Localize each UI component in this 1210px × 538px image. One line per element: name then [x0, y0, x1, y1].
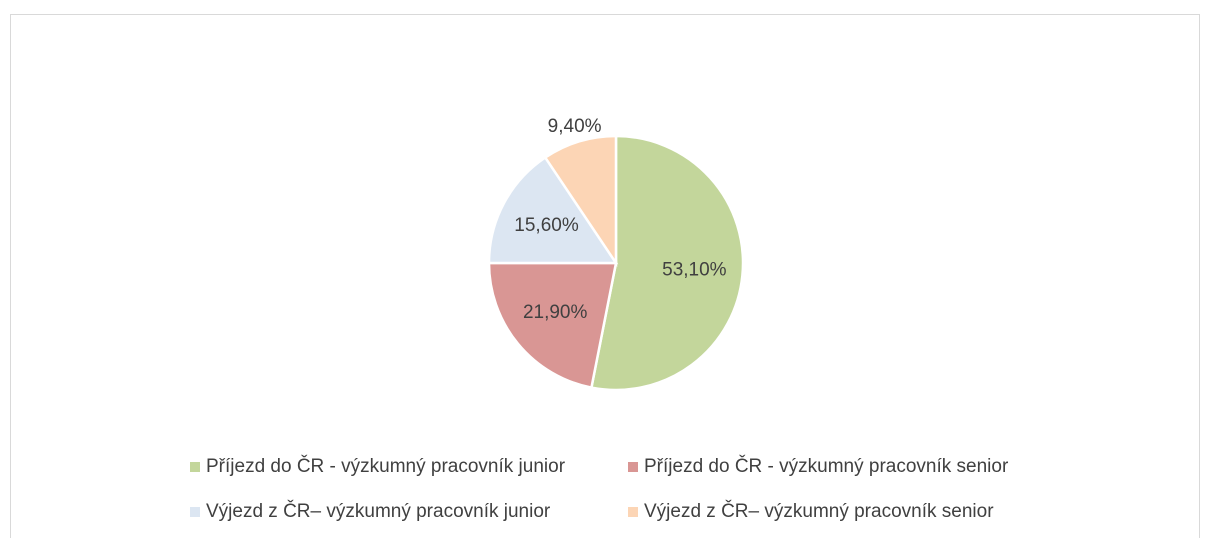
legend-swatch	[628, 507, 638, 517]
legend-label: Výjezd z ČR– výzkumný pracovník junior	[206, 500, 551, 522]
data-label: 9,40%	[548, 116, 602, 137]
legend-label: Příjezd do ČR - výzkumný pracovník senio…	[644, 455, 1009, 477]
legend-swatch	[628, 462, 638, 472]
pie-slice	[543, 134, 618, 268]
legend-swatch	[190, 507, 200, 517]
pie-slice	[589, 134, 745, 392]
data-label: 53,10%	[662, 260, 727, 281]
data-label: 15,60%	[514, 215, 579, 236]
data-label: 21,90%	[523, 302, 588, 323]
legend-swatch	[190, 462, 200, 472]
pie-slice	[487, 155, 619, 265]
pie-slice	[487, 261, 618, 390]
legend-label: Výjezd z ČR– výzkumný pracovník senior	[644, 500, 994, 522]
legend-label: Příjezd do ČR - výzkumný pracovník junio…	[206, 455, 566, 477]
